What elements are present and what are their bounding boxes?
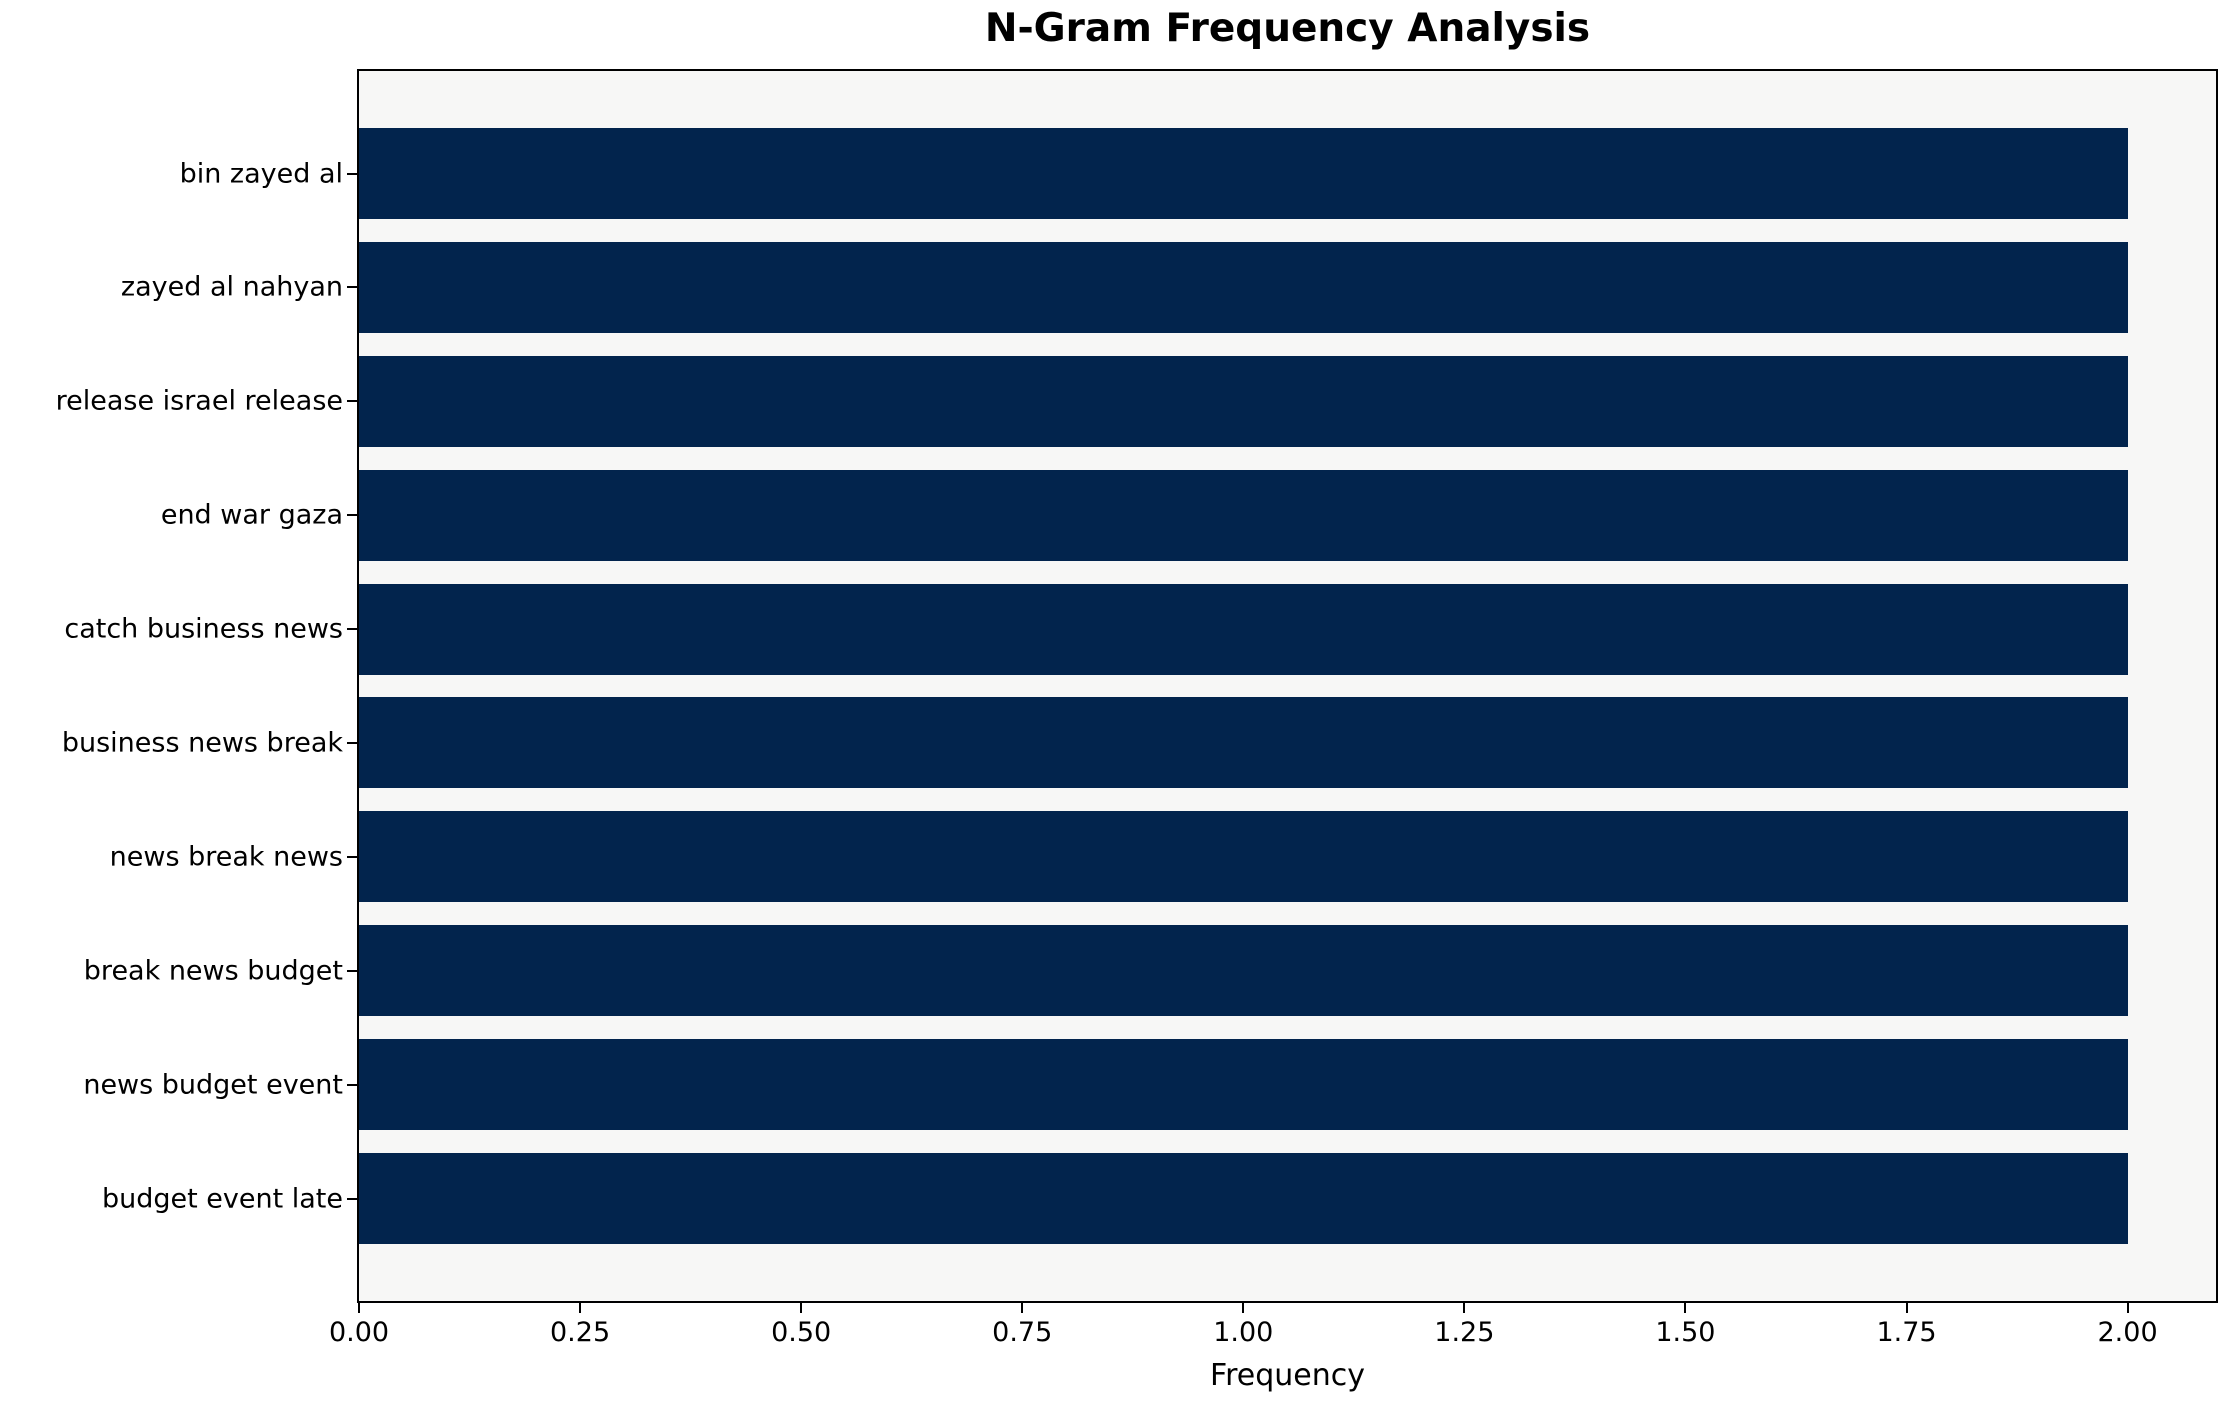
y-tick-label: bin zayed al [179, 158, 343, 189]
x-tick-mark [800, 1303, 803, 1313]
y-tick-mark [347, 400, 357, 403]
x-tick-label: 1.00 [1213, 1317, 1274, 1348]
x-tick-mark [358, 1303, 360, 1313]
y-tick-mark [347, 172, 357, 175]
chart-title: N-Gram Frequency Analysis [984, 6, 1591, 51]
x-tick-label: 0.75 [992, 1317, 1053, 1348]
x-tick-mark [1684, 1303, 1687, 1313]
y-tick-mark [347, 741, 357, 744]
y-tick-mark [347, 286, 357, 289]
y-tick-label: zayed al nahyan [120, 271, 343, 303]
y-tick-mark [347, 1083, 357, 1086]
x-tick-label: 1.50 [1655, 1317, 1716, 1348]
x-axis-label: Frequency [1210, 1358, 1365, 1393]
plot-area [357, 69, 2218, 1303]
y-tick-mark [347, 628, 357, 631]
bar [359, 583, 2128, 675]
x-tick-label: 1.75 [1876, 1317, 1937, 1348]
x-tick-mark [1242, 1303, 1245, 1313]
bar [359, 1039, 2128, 1131]
x-tick-label: 0.00 [328, 1317, 390, 1348]
y-tick-label: catch business news [64, 613, 343, 645]
y-tick-mark [347, 969, 357, 972]
bar [359, 355, 2128, 447]
y-tick-label: end war gaza [160, 499, 343, 531]
bar [359, 469, 2128, 561]
x-tick-mark [1021, 1303, 1024, 1313]
x-tick-label: 2.00 [2097, 1317, 2158, 1348]
x-tick-mark [1905, 1303, 1908, 1313]
bar [359, 241, 2128, 333]
bar [359, 697, 2128, 789]
x-tick-label: 1.25 [1434, 1317, 1495, 1348]
y-tick-mark [347, 1197, 357, 1200]
y-tick-label: news break news [109, 841, 343, 873]
y-tick-mark [347, 514, 357, 517]
x-tick-mark [2126, 1303, 2129, 1313]
x-tick-mark [579, 1303, 582, 1313]
y-tick-label: budget event late [101, 1183, 343, 1214]
x-tick-label: 0.25 [550, 1317, 611, 1348]
x-tick-mark [1463, 1303, 1466, 1313]
bar [359, 811, 2128, 903]
y-tick-label: news budget event [83, 1069, 343, 1101]
bar [359, 127, 2128, 220]
y-tick-label: business news break [61, 727, 343, 759]
bar [359, 1152, 2128, 1245]
y-tick-label: release israel release [55, 385, 343, 417]
bar [359, 925, 2128, 1017]
y-tick-label: break news budget [83, 955, 343, 987]
x-tick-label: 0.50 [771, 1317, 832, 1348]
y-tick-mark [347, 855, 357, 858]
